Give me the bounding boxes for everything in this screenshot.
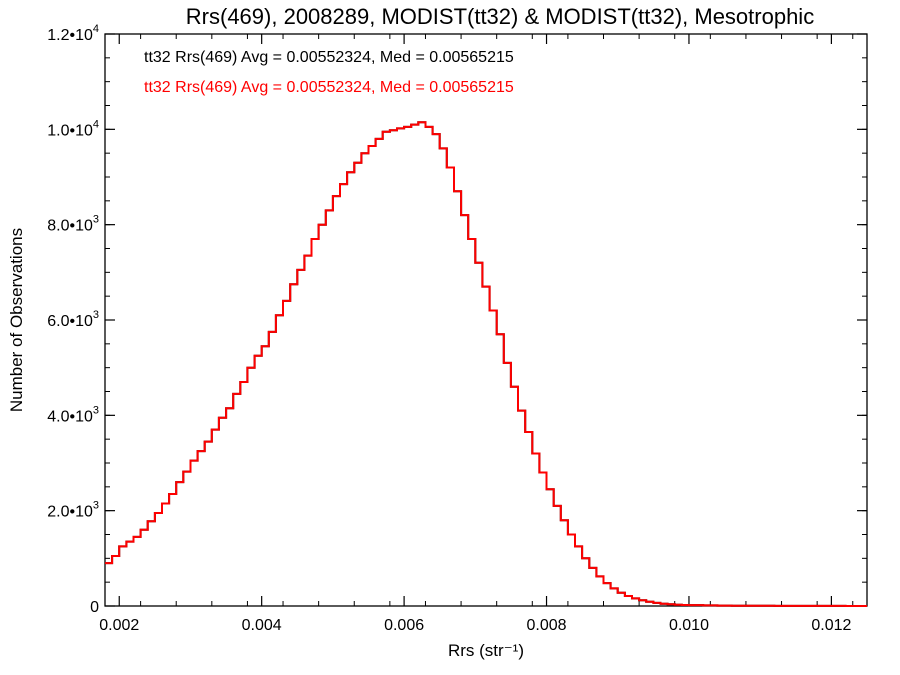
y-tick-exponent: 3 [93,404,99,416]
y-tick-mantissa: 1.2•10 [47,27,93,44]
chart-title: Rrs(469), 2008289, MODIST(tt32) & MODIST… [186,4,814,29]
y-tick-label: 1.0•104 [47,118,99,139]
y-tick-mantissa: 2.0•10 [47,504,93,521]
y-tick-mantissa: 6.0•10 [47,313,93,330]
y-tick-exponent: 3 [93,309,99,321]
x-tick-label: 0.006 [384,617,424,634]
x-tick-label: 0.004 [242,617,282,634]
y-tick-exponent: 3 [93,500,99,512]
y-tick-mantissa: 8.0•10 [47,218,93,235]
x-tick-label: 0.008 [527,617,567,634]
y-tick-label: 4.0•103 [47,404,99,425]
legend-entry-1: tt32 Rrs(469) Avg = 0.00552324, Med = 0.… [144,49,514,66]
y-tick-label: 1.2•104 [47,23,99,44]
plot-frame [104,33,868,607]
x-tick-label: 0.002 [99,617,139,634]
y-tick-mantissa: 1.0•10 [47,122,93,139]
y-axis-ticks: 02.0•1034.0•1036.0•1038.0•1031.0•1041.2•… [47,23,867,616]
x-axis-label-text: Rrs (str⁻¹) [448,641,524,660]
y-tick-exponent: 4 [93,23,99,35]
y-tick-mantissa: 4.0•10 [47,408,93,425]
y-tick-label: 6.0•103 [47,309,99,330]
legend-entry-2: tt32 Rrs(469) Avg = 0.00552324, Med = 0.… [144,79,514,96]
y-tick-label: 0 [90,599,99,616]
x-tick-label: 0.012 [811,617,851,634]
y-tick-label: 2.0•103 [47,500,99,521]
y-tick-exponent: 4 [93,118,99,130]
x-tick-label: 0.010 [669,617,709,634]
x-axis-ticks: 0.002 0.004 0.006 0.008 0.010 0.012 [99,34,854,634]
y-axis-label: Number of Observations [7,228,26,412]
y-tick-label: 8.0•103 [47,214,99,235]
x-axis-label: Rrs (str⁻¹) [448,641,524,660]
series-2-line [105,121,867,607]
y-tick-mantissa: 0 [90,599,99,616]
series-1-line [105,121,867,607]
y-tick-exponent: 3 [93,214,99,226]
